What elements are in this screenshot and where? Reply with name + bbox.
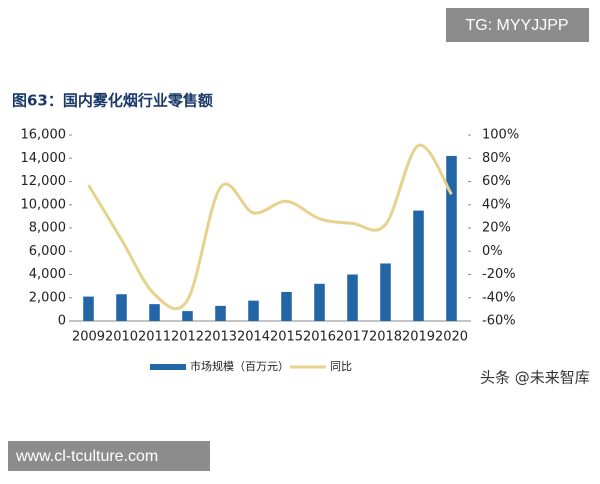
y2-tick-label: 100% — [482, 128, 519, 143]
y-tick-label: 16,000 — [21, 128, 67, 143]
tag-box — [446, 8, 589, 42]
bar — [314, 283, 325, 321]
bar — [116, 294, 127, 321]
x-tick-label: 2013 — [204, 330, 237, 345]
y-tick-label: 10,000 — [21, 197, 67, 212]
chart-title: 图63：国内雾化烟行业零售额 — [12, 92, 213, 110]
x-tick-label: 2019 — [402, 330, 435, 345]
bar — [413, 210, 424, 321]
bar — [83, 296, 94, 321]
bar — [182, 311, 193, 321]
legend-label: 市场规模（百万元） — [190, 359, 289, 373]
legend-swatch — [150, 364, 186, 370]
x-tick-label: 2011 — [138, 330, 171, 345]
x-tick-label: 2015 — [270, 330, 303, 345]
y-tick-label: 12,000 — [21, 174, 67, 189]
x-tick-label: 2009 — [72, 330, 105, 345]
x-tick-label: 2012 — [171, 330, 204, 345]
y2-tick-label: 80% — [482, 151, 511, 166]
y2-tick-label: -60% — [482, 314, 516, 329]
x-tick-label: 2017 — [336, 330, 369, 345]
bar — [215, 305, 226, 321]
bar — [248, 300, 259, 321]
x-tick-label: 2010 — [105, 330, 138, 345]
bar — [347, 274, 358, 321]
x-tick-label: 2018 — [369, 330, 402, 345]
bar — [281, 291, 292, 321]
y-tick-label: 0 — [58, 314, 66, 329]
y-tick-label: 6,000 — [29, 244, 66, 259]
watermark: 头条 @未来智库 — [480, 369, 590, 387]
bar — [380, 263, 391, 321]
tag: TG: MYYJJPP — [465, 17, 568, 34]
y2-tick-label: 40% — [482, 197, 511, 212]
x-tick-label: 2020 — [435, 330, 468, 345]
bar — [446, 155, 457, 321]
x-tick-label: 2016 — [303, 330, 336, 345]
footer: www.cl-tculture.com — [15, 448, 158, 465]
y2-tick-label: 0% — [482, 244, 503, 259]
y2-tick-label: 60% — [482, 174, 511, 189]
y2-tick-label: 20% — [482, 221, 511, 236]
y2-tick-label: -40% — [482, 290, 516, 305]
footer-box — [8, 441, 210, 471]
legend-label: 同比 — [330, 360, 352, 373]
y-tick-label: 8,000 — [29, 221, 66, 236]
y-tick-label: 2,000 — [29, 290, 66, 305]
y2-tick-label: -20% — [482, 267, 516, 282]
y-tick-label: 14,000 — [21, 151, 67, 166]
bar — [149, 304, 160, 321]
y-tick-label: 4,000 — [29, 267, 66, 282]
line — [87, 143, 453, 311]
x-tick-label: 2014 — [237, 330, 270, 345]
